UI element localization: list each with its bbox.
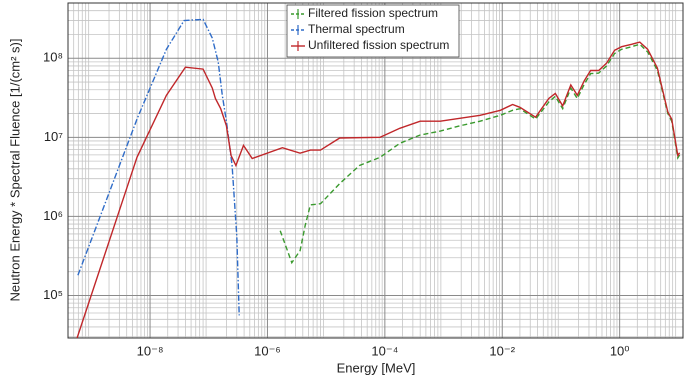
x-tick-label: 10⁻²	[489, 343, 515, 358]
x-tick-label: 10⁰	[610, 343, 630, 358]
y-tick-label: 10⁵	[43, 287, 63, 302]
series-line	[76, 41, 681, 338]
legend: Filtered fission spectrum Thermal spectru…	[286, 4, 460, 58]
series-line	[279, 43, 681, 265]
x-axis-label: Energy [MeV]	[337, 360, 416, 375]
x-tick-label: 10⁻⁴	[371, 343, 398, 358]
y-tick-label: 10⁸	[43, 50, 63, 65]
legend-label: Thermal spectrum	[308, 22, 405, 36]
x-tick-label: 10⁻⁶	[254, 343, 281, 358]
x-tick-label: 10⁻⁸	[137, 343, 164, 358]
plot-area	[76, 18, 681, 338]
y-tick-label: 10⁷	[44, 129, 63, 144]
plot-frame	[67, 2, 684, 339]
series-line	[77, 18, 240, 316]
y-axis-label: Neutron Energy * Spectral Fluence [1/(cm…	[7, 39, 22, 302]
legend-box	[286, 4, 460, 58]
y-tick-label: 10⁶	[43, 208, 63, 223]
legend-label: Unfiltered fission spectrum	[308, 38, 449, 52]
legend-label: Filtered fission spectrum	[308, 6, 438, 20]
